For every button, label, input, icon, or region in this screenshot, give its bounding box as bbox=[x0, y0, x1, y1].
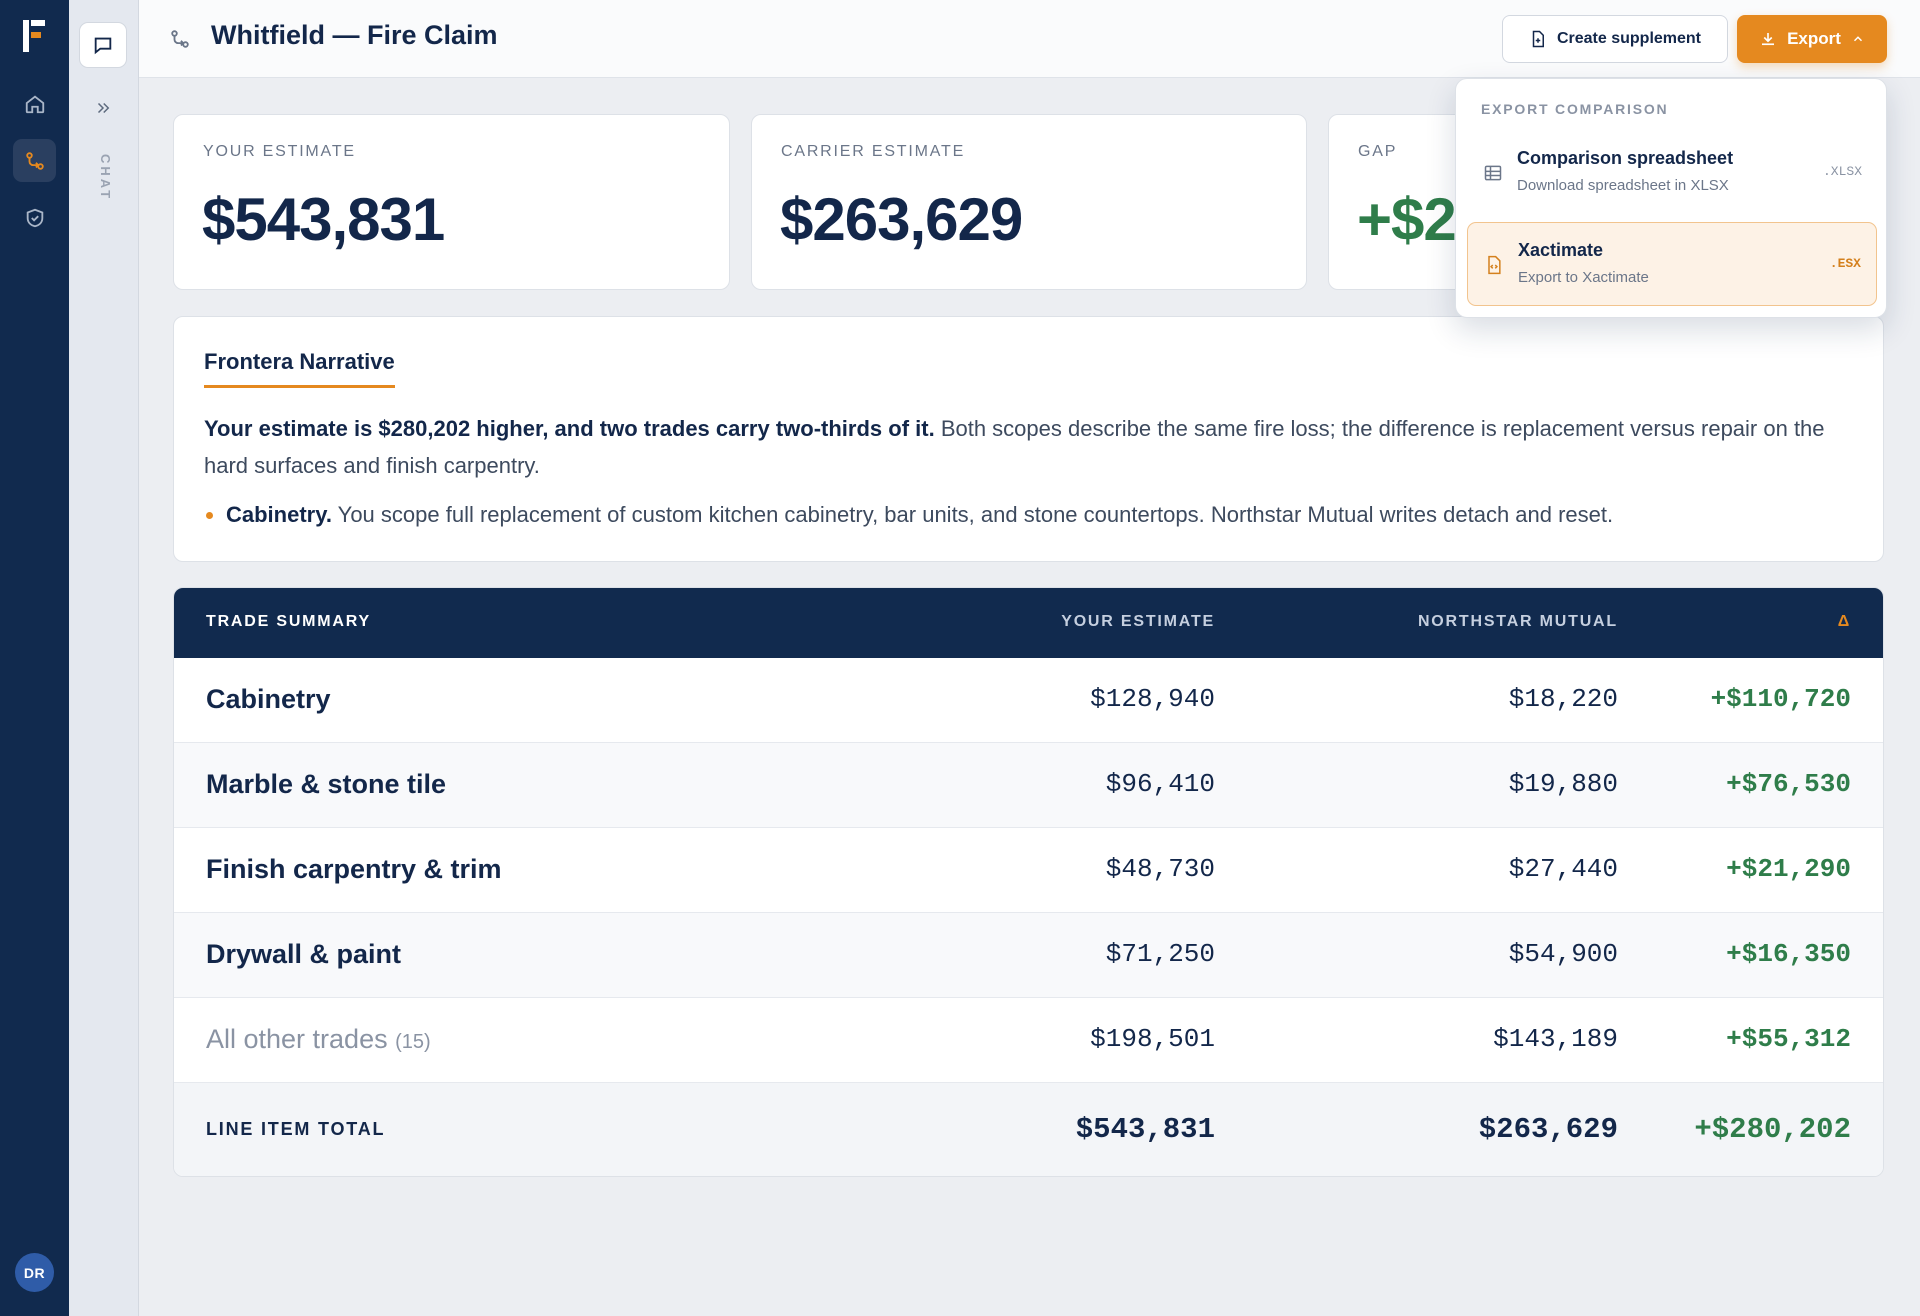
trade-count: (15) bbox=[395, 1031, 431, 1053]
chat-bubble-icon bbox=[94, 37, 112, 55]
trade-summary-table: TRADE SUMMARY YOUR ESTIMATE NORTHSTAR MU… bbox=[173, 587, 1884, 1177]
delta-cell: +$76,530 bbox=[1726, 769, 1851, 799]
export-button[interactable]: Export bbox=[1737, 15, 1887, 63]
delta-cell: +$16,350 bbox=[1726, 939, 1851, 969]
option-extension: .ESX bbox=[1829, 256, 1861, 271]
user-avatar[interactable]: DR bbox=[15, 1253, 54, 1292]
option-description: Export to Xactimate bbox=[1518, 269, 1649, 286]
expand-chat-button[interactable] bbox=[93, 98, 113, 118]
home-nav-button[interactable] bbox=[13, 82, 56, 125]
total-row: LINE ITEM TOTAL $543,831 $263,629 +$280,… bbox=[174, 1083, 1883, 1176]
chevron-up-icon bbox=[1853, 36, 1862, 42]
page-header: Whitfield — Fire Claim Create supplement… bbox=[139, 0, 1920, 78]
your-estimate-cell: $128,940 bbox=[1090, 684, 1215, 714]
your-estimate-cell: $71,250 bbox=[1105, 939, 1215, 969]
download-icon bbox=[1762, 33, 1775, 46]
shield-nav-button[interactable] bbox=[13, 196, 56, 239]
tab-frontera-narrative[interactable]: Frontera Narrative bbox=[204, 349, 395, 388]
file-plus-icon bbox=[1532, 30, 1544, 48]
your-estimate-value: $543,831 bbox=[202, 186, 445, 253]
narrative-panel: Frontera Narrative Your estimate is $280… bbox=[173, 316, 1884, 562]
delta-cell: +$110,720 bbox=[1710, 684, 1851, 714]
nav-rail: DR bbox=[0, 0, 69, 1316]
table-row[interactable]: All other trades (15) $198,501 $143,189 … bbox=[174, 998, 1883, 1083]
your-estimate-cell: $198,501 bbox=[1090, 1024, 1215, 1054]
table-row[interactable]: Marble & stone tile $96,410 $19,880 +$76… bbox=[174, 743, 1883, 828]
total-delta: +$280,202 bbox=[1694, 1113, 1851, 1146]
carrier-estimate-label: CARRIER ESTIMATE bbox=[781, 143, 966, 160]
trade-name: All other trades (15) bbox=[206, 1024, 431, 1055]
export-label: Export bbox=[1787, 29, 1841, 48]
trade-name: Marble & stone tile bbox=[206, 769, 447, 799]
total-your-estimate: $543,831 bbox=[1075, 1113, 1215, 1146]
carrier-cell: $18,220 bbox=[1508, 684, 1618, 714]
carrier-cell: $27,440 bbox=[1508, 854, 1618, 884]
delta-cell: +$55,312 bbox=[1726, 1024, 1851, 1054]
gap-label: GAP bbox=[1358, 143, 1398, 160]
export-dropdown: EXPORT COMPARISON Comparison spreadsheet… bbox=[1455, 78, 1887, 318]
option-name: Comparison spreadsheet bbox=[1517, 148, 1734, 168]
your-estimate-cell: $48,730 bbox=[1105, 854, 1215, 884]
chat-label: CHAT bbox=[98, 154, 113, 202]
narrative-summary: Your estimate is $280,202 higher, and tw… bbox=[204, 410, 1864, 484]
delta-cell: +$21,290 bbox=[1726, 854, 1851, 884]
option-name: Xactimate bbox=[1518, 240, 1604, 260]
trade-name: Drywall & paint bbox=[206, 939, 402, 969]
option-extension: .XLSX bbox=[1822, 164, 1862, 179]
chat-panel-collapsed: CHAT bbox=[69, 0, 139, 1316]
total-label: LINE ITEM TOTAL bbox=[206, 1119, 386, 1139]
create-supplement-button[interactable]: Create supplement bbox=[1502, 15, 1728, 63]
table-icon bbox=[1484, 165, 1502, 181]
your-estimate-card: YOUR ESTIMATE $543,831 bbox=[173, 114, 730, 290]
carrier-estimate-card: CARRIER ESTIMATE $263,629 bbox=[751, 114, 1307, 290]
chevrons-right-icon bbox=[97, 102, 110, 114]
bullet-dot bbox=[206, 512, 213, 519]
frontera-logo[interactable] bbox=[23, 20, 47, 52]
header-delta: Δ bbox=[1837, 613, 1851, 630]
compare-nav-button[interactable] bbox=[13, 139, 56, 182]
carrier-cell: $19,880 bbox=[1508, 769, 1618, 799]
file-code-icon bbox=[1488, 255, 1501, 275]
create-supplement-label: Create supplement bbox=[1556, 30, 1702, 47]
header-carrier: NORTHSTAR MUTUAL bbox=[1417, 613, 1618, 630]
header-your-estimate: YOUR ESTIMATE bbox=[1061, 613, 1215, 630]
option-description: Download spreadsheet in XLSX bbox=[1517, 177, 1729, 194]
git-compare-icon bbox=[25, 151, 44, 170]
export-xactimate-option[interactable]: Xactimate Export to Xactimate .ESX bbox=[1467, 222, 1877, 306]
carrier-cell: $143,189 bbox=[1493, 1024, 1618, 1054]
header-trade: TRADE SUMMARY bbox=[206, 613, 372, 630]
bullet-title: Cabinetry. bbox=[226, 502, 332, 527]
page-title: Whitfield — Fire Claim bbox=[211, 20, 498, 50]
git-compare-icon bbox=[171, 30, 189, 48]
table-row[interactable]: Drywall & paint $71,250 $54,900 +$16,350 bbox=[174, 913, 1883, 998]
narrative-lead: Your estimate is $280,202 higher, and tw… bbox=[204, 416, 935, 441]
narrative-bullet: Cabinetry. You scope full replacement of… bbox=[204, 499, 1864, 531]
home-icon bbox=[25, 95, 44, 113]
table-row[interactable]: Finish carpentry & trim $48,730 $27,440 … bbox=[174, 828, 1883, 913]
narrative-lead-rest: Both scopes describe the same fire loss;… bbox=[204, 416, 1825, 478]
export-menu-title: EXPORT COMPARISON bbox=[1481, 101, 1669, 117]
your-estimate-cell: $96,410 bbox=[1105, 769, 1215, 799]
shield-check-icon bbox=[26, 208, 43, 227]
your-estimate-label: YOUR ESTIMATE bbox=[203, 143, 356, 160]
carrier-estimate-value: $263,629 bbox=[780, 186, 1023, 253]
trade-name-text: All other trades bbox=[206, 1024, 388, 1054]
table-header: TRADE SUMMARY YOUR ESTIMATE NORTHSTAR MU… bbox=[174, 588, 1883, 658]
export-spreadsheet-option[interactable]: Comparison spreadsheet Download spreadsh… bbox=[1467, 131, 1877, 215]
table-row[interactable]: Cabinetry $128,940 $18,220 +$110,720 bbox=[174, 658, 1883, 743]
carrier-cell: $54,900 bbox=[1508, 939, 1618, 969]
trade-name: Finish carpentry & trim bbox=[206, 854, 502, 884]
chat-button[interactable] bbox=[79, 22, 127, 68]
total-carrier: $263,629 bbox=[1478, 1113, 1618, 1146]
bullet-text: You scope full replacement of custom kit… bbox=[331, 502, 1614, 527]
trade-name: Cabinetry bbox=[206, 684, 331, 714]
